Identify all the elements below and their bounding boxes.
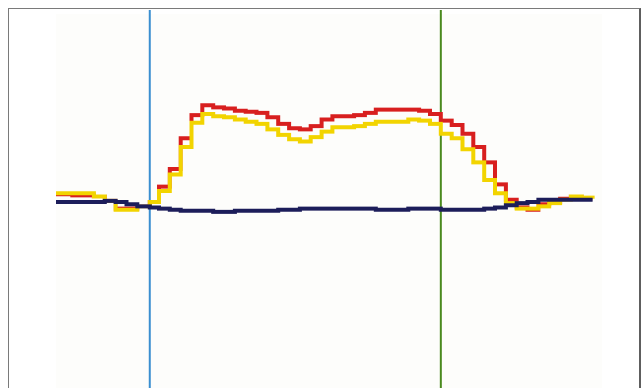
- marker-lines: [148, 10, 442, 388]
- series-line-2: [56, 112, 595, 212]
- series-line-1: [56, 103, 593, 212]
- series-line-3: [56, 197, 593, 214]
- series-lines: [56, 103, 595, 214]
